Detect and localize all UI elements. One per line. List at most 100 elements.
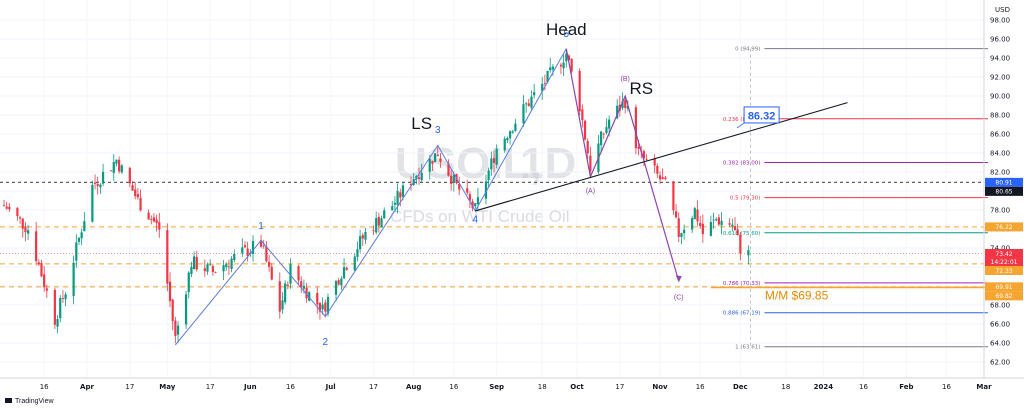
- price-tick-label: 92.00: [990, 74, 1010, 82]
- candle-body: [642, 151, 646, 159]
- candle-body: [230, 258, 233, 269]
- candle-body: [300, 281, 303, 288]
- candle-body: [391, 206, 394, 211]
- time-tick-label: 17: [125, 383, 134, 391]
- candle-body: [147, 212, 150, 220]
- candle-body: [436, 154, 439, 157]
- time-tick-label: 16: [449, 383, 458, 391]
- candle-body: [720, 220, 723, 226]
- candle-body: [302, 285, 305, 289]
- candle-body: [316, 293, 319, 305]
- candle-body: [206, 264, 209, 272]
- candle-body: [152, 217, 156, 222]
- candle-body: [308, 292, 311, 301]
- candle-body: [209, 264, 212, 266]
- price-tick-label: 74.00: [990, 245, 1010, 253]
- candle-body: [562, 62, 565, 69]
- candle-body: [549, 67, 552, 71]
- price-tick-label: 90.00: [990, 93, 1010, 101]
- price-badge-label: 80.65: [995, 189, 1012, 196]
- time-tick-label: 16: [942, 383, 951, 391]
- candle-body: [101, 171, 105, 184]
- fib-level-label: 0.786 (70.33): [723, 281, 761, 287]
- candle-body: [93, 182, 97, 184]
- candle-body: [176, 325, 180, 335]
- time-tick-label: Apr: [80, 383, 94, 391]
- candle-body: [696, 209, 699, 222]
- candle-body: [340, 278, 343, 286]
- candle-body: [128, 167, 131, 184]
- candle-body: [605, 127, 608, 133]
- candle-body: [193, 256, 196, 270]
- candle-body: [214, 271, 217, 273]
- price-badge: [985, 291, 1023, 301]
- candle-body: [43, 274, 46, 288]
- candle-body: [158, 222, 161, 230]
- candle-body: [747, 250, 750, 256]
- price-badge: [985, 177, 1023, 187]
- candle-body: [64, 294, 67, 300]
- candle-body: [243, 245, 247, 248]
- target-callout-value: 86.32: [748, 110, 776, 122]
- time-tick-label: May: [159, 383, 175, 391]
- elliott-wave-impulse: [174, 48, 567, 346]
- candle-body: [589, 155, 592, 172]
- candle-body: [56, 319, 59, 327]
- candle-body: [372, 230, 375, 232]
- tradingview-brand: TradingView: [15, 398, 54, 405]
- candle-body: [356, 249, 359, 257]
- price-badge: [985, 222, 1023, 232]
- currency-label: USD: [995, 6, 1010, 14]
- candle-body: [321, 304, 324, 310]
- candle-body: [570, 58, 573, 72]
- time-tick-label: Mar: [976, 383, 992, 391]
- time-tick-label: Aug: [406, 383, 421, 391]
- candle-body: [656, 165, 659, 174]
- price-badge: [985, 186, 1023, 196]
- time-tick-label: Jul: [325, 383, 336, 391]
- candle-body: [77, 237, 81, 242]
- elliott-wave-correction: [565, 48, 680, 282]
- measured-move-label: M/M $69.85: [765, 288, 829, 302]
- candle-body: [533, 92, 536, 96]
- price-badge-label: 80.91: [995, 180, 1012, 187]
- candle-body: [59, 298, 62, 319]
- candle-body: [359, 236, 362, 250]
- candle-body: [709, 222, 712, 236]
- time-tick-label: 2024: [814, 383, 834, 391]
- abc-label: (A): [586, 188, 595, 195]
- candle-body: [525, 103, 528, 105]
- time-tick-label: 16: [286, 383, 295, 391]
- price-tick-label: 98.00: [990, 17, 1010, 25]
- candle-body: [664, 177, 667, 180]
- candle-body: [72, 262, 75, 297]
- candle-body: [5, 206, 8, 209]
- candle-body: [353, 256, 356, 271]
- candle-body: [53, 289, 56, 325]
- candle-body: [270, 266, 273, 280]
- candle-body: [289, 264, 292, 284]
- candle-body: [578, 71, 581, 112]
- countdown-badge: [985, 258, 1023, 267]
- candle-body: [166, 230, 169, 284]
- candle-body: [115, 159, 118, 164]
- candle-body: [492, 158, 496, 163]
- candle-body: [334, 281, 338, 295]
- candle-body: [546, 70, 549, 83]
- candle-body: [342, 267, 346, 279]
- candle-body: [543, 82, 546, 84]
- candle-body: [672, 181, 675, 211]
- price-tick-label: 82.00: [990, 169, 1010, 177]
- candle-body: [246, 248, 249, 256]
- time-tick-label: 16: [40, 383, 49, 391]
- candle-body: [318, 302, 322, 312]
- candle-body: [468, 194, 472, 201]
- candle-body: [211, 266, 214, 272]
- candle-body: [624, 100, 627, 108]
- price-tick-label: 94.00: [990, 55, 1010, 63]
- candle-body: [495, 148, 498, 165]
- price-badge-label: 76.22: [995, 224, 1012, 231]
- left-shoulder-label: LS: [411, 114, 432, 133]
- candle-body: [337, 280, 340, 285]
